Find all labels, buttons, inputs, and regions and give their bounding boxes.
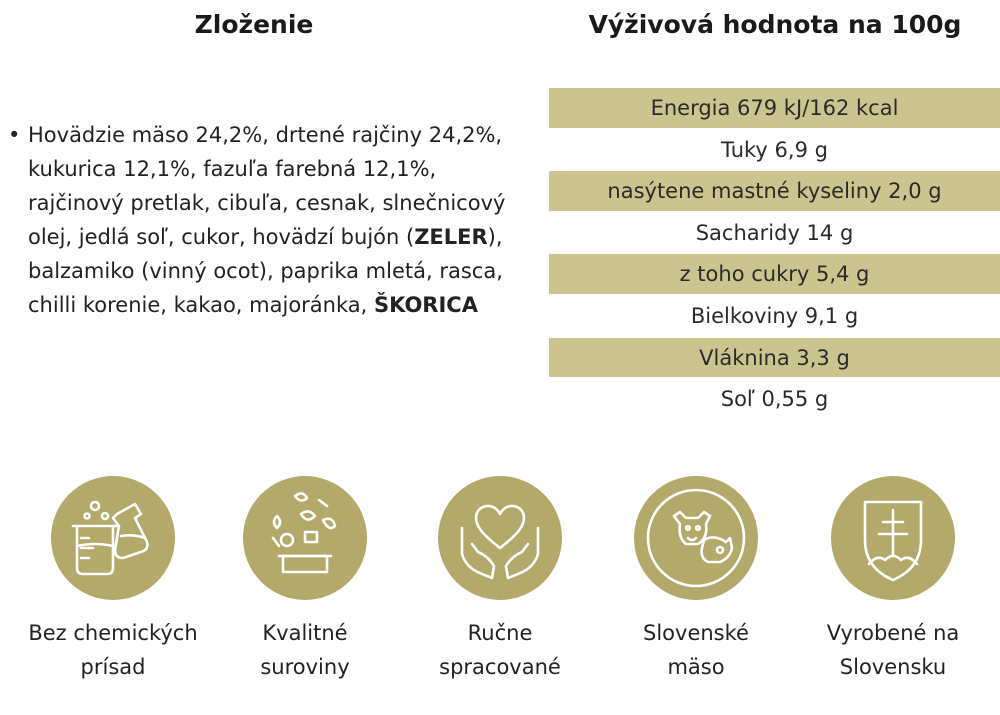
feature-caption-quality: Kvalitné suroviny bbox=[205, 616, 405, 684]
feature-caption-made-in-slovakia: Vyrobené na Slovensku bbox=[793, 616, 993, 684]
feature-badge-handmade bbox=[438, 476, 562, 600]
allergen-celery: ZELER bbox=[414, 225, 488, 249]
feature-caption-handmade: Ručne spracované bbox=[400, 616, 600, 684]
feature-badge-quality bbox=[243, 476, 367, 600]
cow-pig-icon bbox=[646, 488, 746, 588]
lab-flask-icon bbox=[71, 500, 149, 576]
feature-badge-made-in-slovakia bbox=[831, 476, 955, 600]
nutrition-row-protein: Bielkoviny 9,1 g bbox=[549, 296, 1000, 338]
nutrition-row-saturated-fat: nasýtene mastné kyseliny 2,0 g bbox=[549, 171, 1000, 213]
slovak-shield-icon bbox=[863, 500, 923, 582]
nutrition-row-sugars: z toho cukry 5,4 g bbox=[549, 254, 1000, 296]
feature-line: Kvalitné bbox=[262, 621, 348, 645]
feature-line: suroviny bbox=[260, 655, 350, 679]
feature-line: prísad bbox=[80, 655, 146, 679]
feature-caption-no-chemicals: Bez chemických prísad bbox=[13, 616, 213, 684]
feature-line: Slovensku bbox=[839, 655, 947, 679]
heart-hands-icon bbox=[460, 504, 540, 580]
nutrition-row-fibre: Vláknina 3,3 g bbox=[549, 337, 1000, 380]
feature-line: Vyrobené na bbox=[826, 621, 960, 645]
nutrition-table: Energia 679 kJ/162 kcal Tuky 6,9 g nasýt… bbox=[549, 88, 1000, 421]
feature-badge-no-chemicals bbox=[51, 476, 175, 600]
ingredients-heading: Zloženie bbox=[194, 10, 314, 39]
ingredients-segment: Hovädzie mäso 24,2%, drtené rajčiny 24,2… bbox=[28, 123, 506, 249]
ingredients-text: Hovädzie mäso 24,2%, drtené rajčiny 24,2… bbox=[28, 118, 528, 322]
feature-line: mäso bbox=[667, 655, 725, 679]
allergen-cinnamon: ŠKORICA bbox=[374, 293, 478, 317]
ingredients-segment: ), balzamiko (vinný ocot), paprika mletá… bbox=[28, 225, 503, 317]
feature-badge-slovak-meat bbox=[634, 476, 758, 600]
ingredients-list: • Hovädzie mäso 24,2%, drtené rajčiny 24… bbox=[8, 118, 528, 322]
feature-line: Bez chemických bbox=[28, 621, 198, 645]
nutrition-row-fat: Tuky 6,9 g bbox=[549, 130, 1000, 172]
nutrition-row-salt: Soľ 0,55 g bbox=[549, 379, 1000, 421]
nutrition-row-energy: Energia 679 kJ/162 kcal bbox=[549, 88, 1000, 130]
feature-line: Slovenské bbox=[643, 621, 749, 645]
bullet-icon: • bbox=[8, 123, 21, 147]
feature-caption-slovak-meat: Slovenské mäso bbox=[596, 616, 796, 684]
feature-line: Ručne bbox=[467, 621, 533, 645]
nutrition-heading: Výživová hodnota na 100g bbox=[588, 10, 962, 39]
feature-line: spracované bbox=[439, 655, 561, 679]
nutrition-row-carbohydrates: Sacharidy 14 g bbox=[549, 213, 1000, 255]
vegetables-box-icon bbox=[271, 492, 337, 574]
